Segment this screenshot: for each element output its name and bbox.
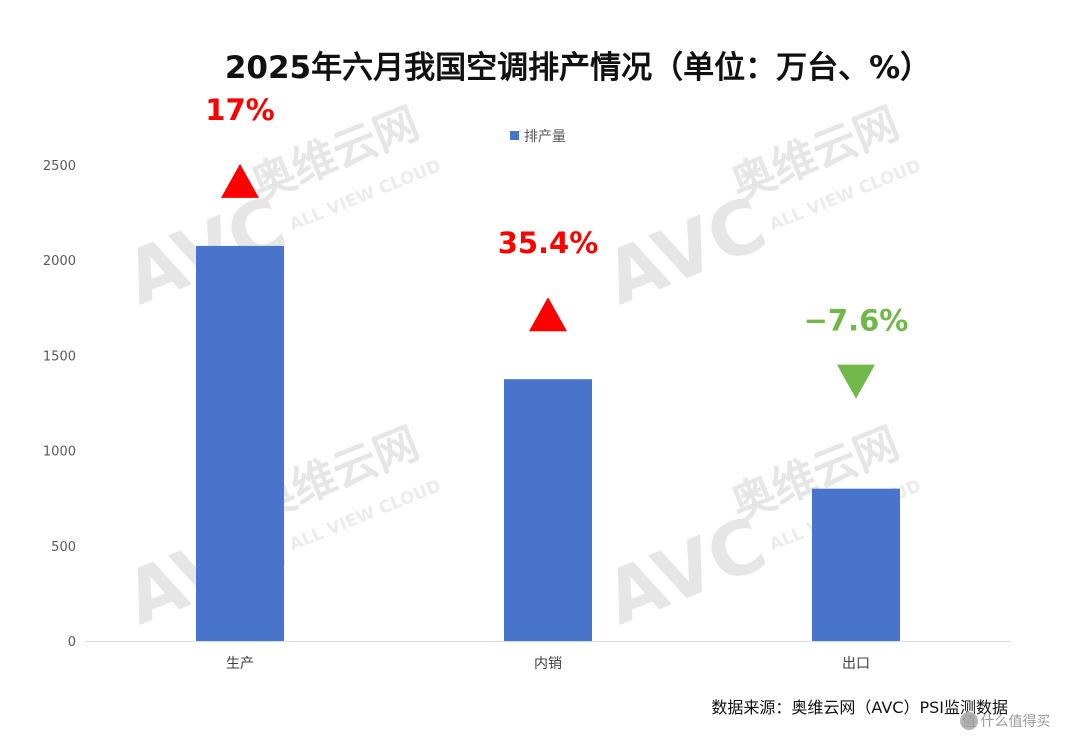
watermark-brand: 奥维云网 <box>724 98 906 211</box>
up-arrow-icon <box>529 297 567 332</box>
change-label: 35.4% <box>498 226 599 260</box>
change-label: −7.6% <box>804 304 909 338</box>
y-tick-label: 2500 <box>43 159 76 174</box>
y-tick-label: 1500 <box>43 349 76 364</box>
legend-label: 排产量 <box>524 129 566 145</box>
y-tick-label: 1000 <box>43 445 76 460</box>
y-axis: 0 500 1000 1500 2000 2500 <box>43 159 76 650</box>
legend: 排产量 <box>510 129 566 145</box>
bar-3 <box>812 488 900 641</box>
data-source-note: 数据来源：奥维云网（AVC）PSI监测数据 <box>711 698 1008 717</box>
x-tick-label: 出口 <box>842 656 870 672</box>
bar-2 <box>504 379 592 641</box>
corner-mark: 值 什么值得买 <box>960 712 1050 730</box>
down-arrow-icon <box>837 364 875 399</box>
up-arrow-icon <box>221 163 259 198</box>
legend-swatch <box>510 131 519 140</box>
change-label: 17% <box>205 93 274 127</box>
corner-mark-text: 值 什么值得买 <box>962 713 1050 730</box>
x-tick-label: 内销 <box>534 656 562 672</box>
y-tick-label: 500 <box>51 540 76 555</box>
zhide-logo-icon <box>960 712 978 730</box>
x-axis: 生产 内销 出口 <box>226 656 870 672</box>
chart-title: 2025年六月我国空调排产情况（单位：万台、%） <box>225 50 931 86</box>
y-tick-label: 2000 <box>43 254 76 269</box>
x-tick-label: 生产 <box>226 656 254 672</box>
change-annotations: 17% 35.4% −7.6% <box>205 93 908 399</box>
bar-1 <box>196 245 284 642</box>
y-tick-label: 0 <box>68 635 76 650</box>
bars <box>196 245 900 642</box>
